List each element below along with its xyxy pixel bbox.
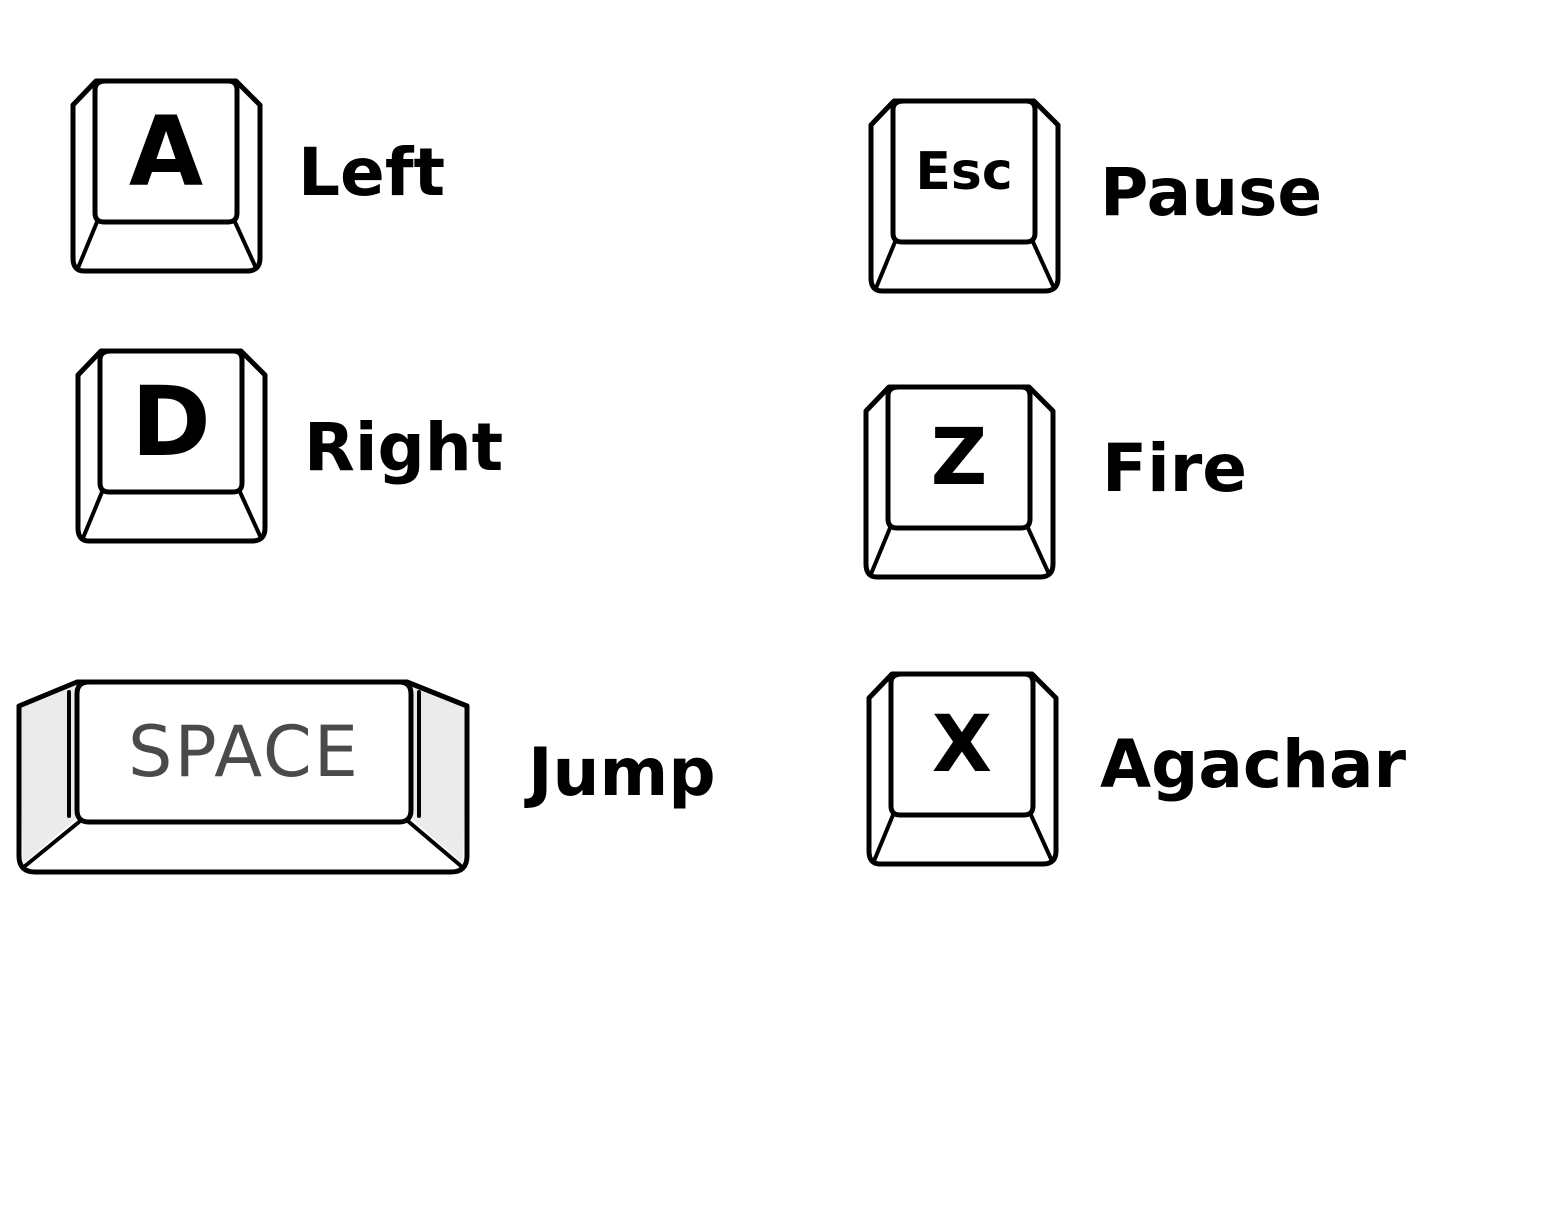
- a-key-icon: A: [70, 78, 264, 274]
- space-key-label: SPACE: [128, 711, 360, 793]
- x-key-icon: X: [866, 671, 1060, 867]
- x-key-label: X: [931, 699, 993, 790]
- left-action-label: Left: [298, 134, 446, 211]
- pause-action-label: Pause: [1100, 154, 1323, 231]
- fire-action-label: Fire: [1102, 430, 1248, 507]
- crouch-action-label: Agachar: [1100, 726, 1407, 803]
- d-key-label: D: [131, 365, 211, 478]
- d-key-icon: D: [75, 348, 269, 544]
- esc-key-label: Esc: [915, 141, 1013, 202]
- z-key-label: Z: [930, 412, 988, 503]
- z-key-icon: Z: [863, 384, 1057, 580]
- jump-action-label: Jump: [528, 734, 716, 811]
- right-action-label: Right: [304, 409, 504, 486]
- a-key-label: A: [128, 95, 204, 208]
- esc-key-icon: Esc: [868, 98, 1062, 294]
- space-key-icon: SPACE: [15, 678, 473, 876]
